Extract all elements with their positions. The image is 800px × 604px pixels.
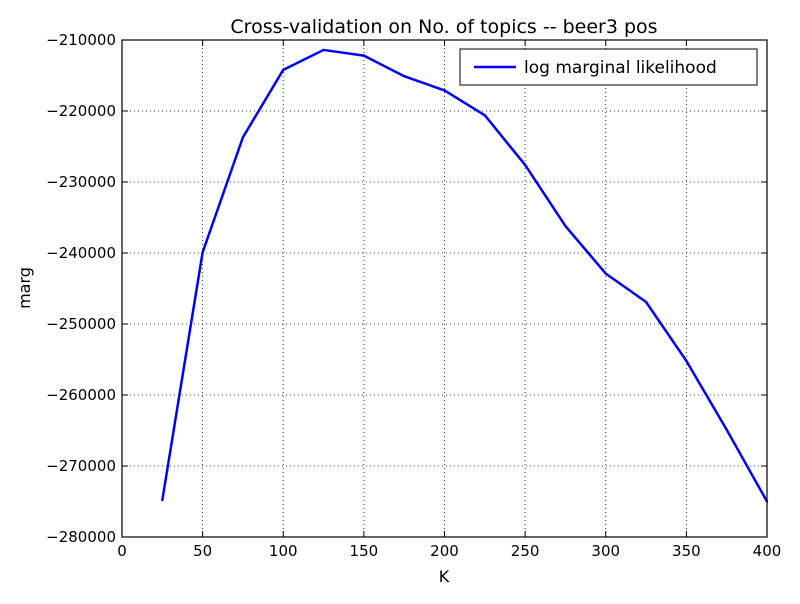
legend-entry-label: log marginal likelihood	[524, 58, 717, 78]
data-point	[725, 428, 728, 431]
y-tick-label: −210000	[46, 31, 116, 49]
x-tick-label: 300	[591, 542, 620, 560]
x-tick-label: 400	[753, 542, 782, 560]
chart-title: Cross-validation on No. of topics -- bee…	[230, 16, 657, 38]
data-point	[241, 136, 245, 139]
data-point	[523, 163, 527, 167]
y-tick-label: −240000	[46, 244, 116, 262]
y-tick-label: −230000	[46, 173, 116, 191]
series-layer	[161, 48, 769, 503]
y-tick-label: −270000	[46, 457, 116, 475]
data-point	[604, 272, 607, 275]
data-point	[564, 224, 567, 228]
data-point	[161, 498, 164, 502]
data-point	[644, 300, 648, 304]
data-point	[483, 114, 487, 117]
data-point	[685, 359, 688, 363]
data-point	[362, 54, 366, 57]
x-tick-label: 0	[117, 542, 127, 560]
y-tick-label: −220000	[46, 102, 116, 120]
series-line	[161, 48, 769, 503]
x-tick-label: 250	[511, 542, 540, 560]
y-tick-label: −250000	[46, 315, 116, 333]
y-tick-label: −280000	[46, 528, 116, 546]
data-point	[201, 251, 204, 254]
x-tick-label: 200	[430, 542, 459, 560]
y-tick-label: −260000	[46, 386, 116, 404]
x-tick-label: 100	[269, 542, 298, 560]
data-point	[443, 89, 446, 92]
x-axis-label: K	[439, 567, 450, 586]
data-point	[322, 48, 325, 52]
axis-ticks: 0 50 100 150 200 250 300 350 400 −210000 −220000 −2…	[46, 31, 781, 560]
x-tick-label: 150	[350, 542, 379, 560]
data-point	[282, 68, 285, 72]
data-point	[402, 75, 406, 78]
x-tick-label: 50	[193, 542, 212, 560]
legend: log marginal likelihood	[459, 48, 758, 86]
y-axis-label: marg	[15, 267, 34, 309]
x-tick-label: 350	[672, 542, 701, 560]
